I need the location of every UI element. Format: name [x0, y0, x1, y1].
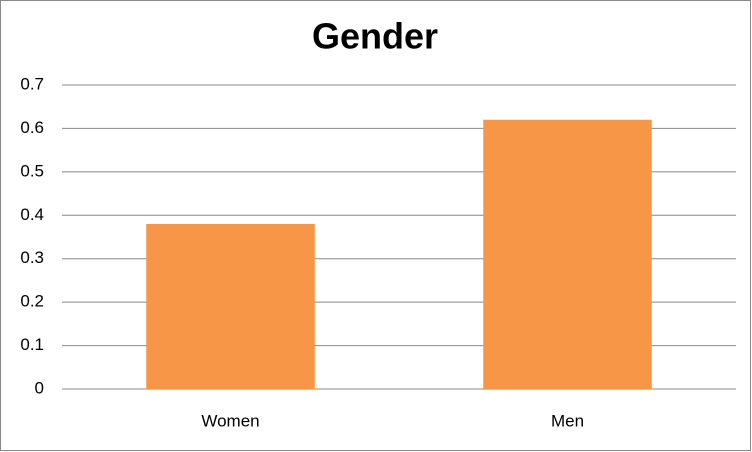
x-tick-label: Women — [201, 411, 259, 430]
x-tick-label: Men — [551, 411, 584, 430]
y-tick-label: 0.6 — [20, 118, 44, 137]
y-tick-label: 0.5 — [20, 161, 44, 180]
y-tick-label: 0.4 — [20, 205, 44, 224]
y-tick-label: 0.3 — [20, 248, 44, 267]
y-tick-label: 0.2 — [20, 292, 44, 311]
y-tick-label: 0.1 — [20, 335, 44, 354]
bar — [146, 223, 315, 389]
y-tick-label: 0 — [35, 378, 44, 397]
y-tick-label: 0.7 — [20, 74, 44, 93]
chart-title: Gender — [312, 16, 438, 57]
bar — [483, 119, 652, 389]
